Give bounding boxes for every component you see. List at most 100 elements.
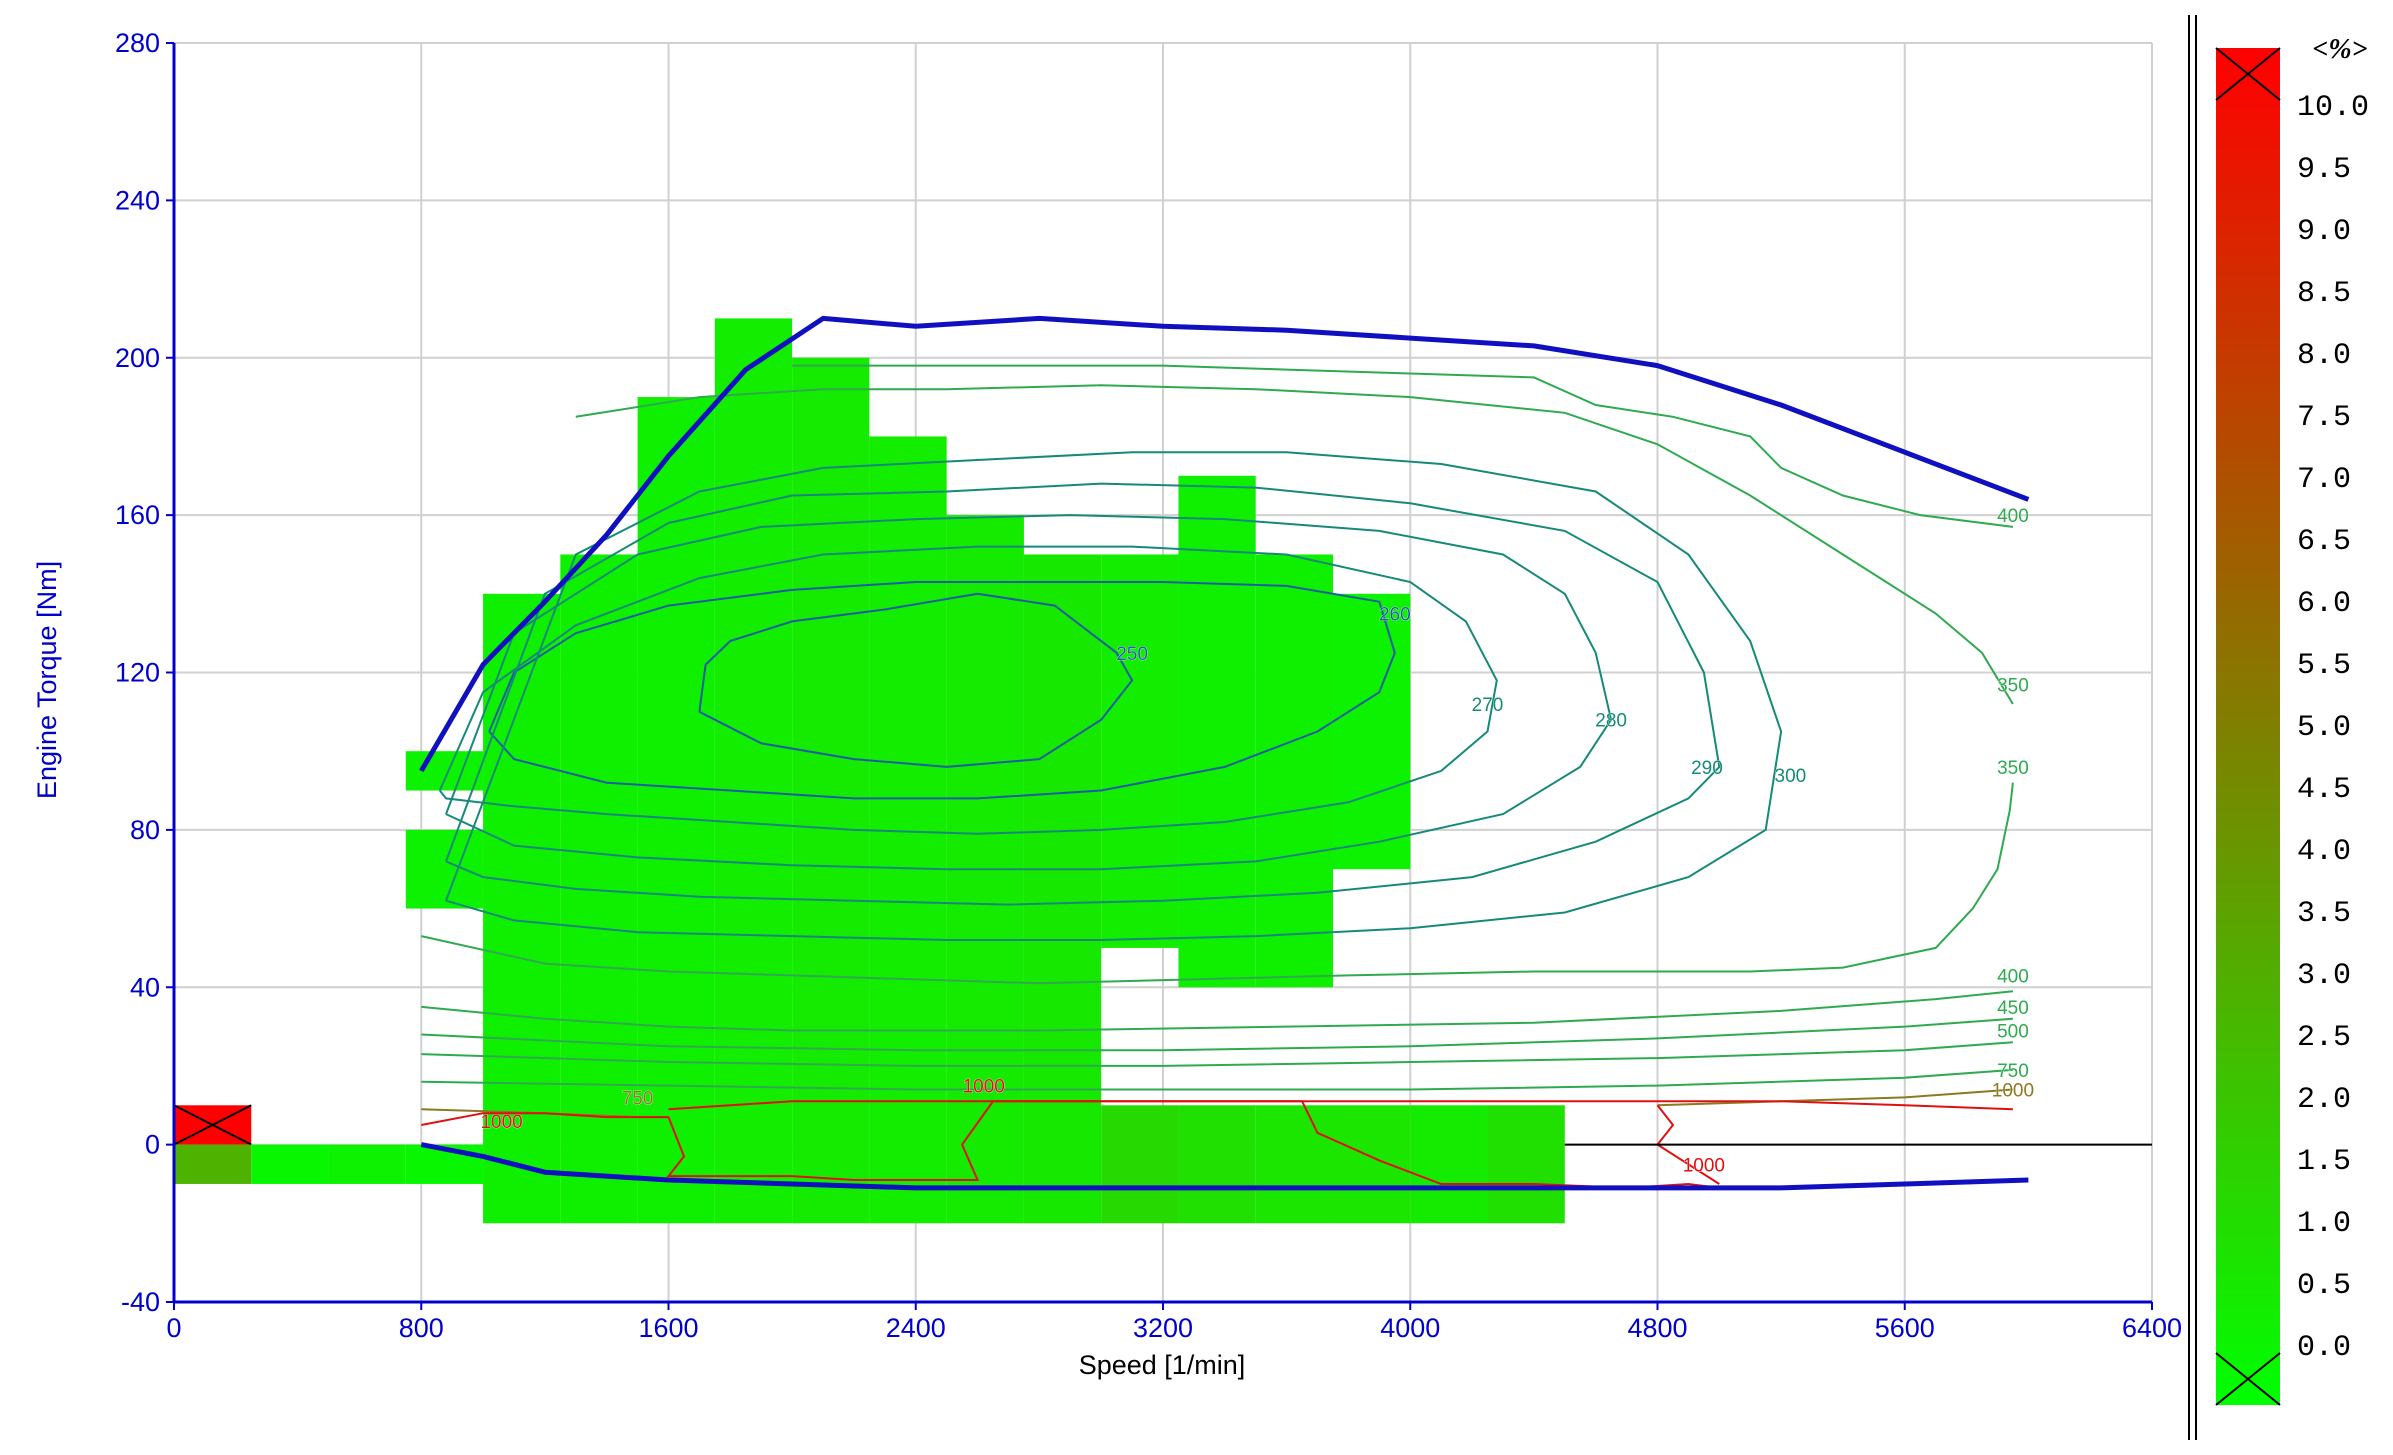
color-scale-label: 7.5 bbox=[2297, 401, 2351, 435]
axes bbox=[166, 42, 2153, 1310]
color-scale-label: 3.5 bbox=[2297, 897, 2351, 931]
y-tick-label: 40 bbox=[130, 972, 160, 1002]
heatmap-cell bbox=[1178, 1105, 1256, 1224]
color-scale-label: 6.5 bbox=[2297, 525, 2351, 559]
contour-line bbox=[445, 451, 1783, 941]
color-scale-label: 6.0 bbox=[2297, 587, 2351, 621]
scale-x-marker bbox=[2215, 1352, 2281, 1406]
x-tick-label: 6400 bbox=[2122, 1313, 2182, 1343]
color-scale-unit: <%> bbox=[2312, 34, 2367, 65]
color-scale-label: 7.0 bbox=[2297, 463, 2351, 497]
color-scale-label: 5.5 bbox=[2297, 649, 2351, 683]
y-tick-label: 160 bbox=[115, 500, 160, 530]
contour-label: 270 bbox=[1472, 695, 1504, 716]
y-tick-label: -40 bbox=[121, 1287, 160, 1317]
contour-line bbox=[488, 581, 1396, 800]
x-tick-label: 5600 bbox=[1875, 1313, 1935, 1343]
boundary-line bbox=[420, 1142, 2029, 1191]
contour-label: 450 bbox=[1997, 998, 2029, 1019]
color-scale-label: 9.0 bbox=[2297, 215, 2351, 249]
y-tick-label: 120 bbox=[115, 658, 160, 688]
contour-label: 350 bbox=[1997, 758, 2029, 779]
boundary-line bbox=[419, 315, 2030, 773]
x-tick-label: 800 bbox=[399, 1313, 444, 1343]
heatmap-cell bbox=[1101, 1105, 1179, 1224]
contour-line bbox=[445, 482, 1721, 906]
boundary-lines bbox=[419, 315, 2152, 1191]
contour-line bbox=[421, 1017, 2013, 1052]
contour-label: 250 bbox=[1116, 644, 1148, 665]
heatmap-cell bbox=[328, 1144, 406, 1184]
y-tick-label: 80 bbox=[130, 815, 160, 845]
heatmap-cell bbox=[1410, 1105, 1488, 1224]
contour-line bbox=[698, 592, 1134, 768]
heatmap-cell bbox=[1332, 1105, 1411, 1224]
contour-line bbox=[575, 384, 2014, 705]
contour-label: 400 bbox=[1997, 506, 2029, 527]
contour-label: 1000 bbox=[1683, 1155, 1725, 1176]
color-scale-label: 4.5 bbox=[2297, 773, 2351, 807]
contour-line bbox=[421, 1068, 2013, 1091]
color-scale-label: 2.0 bbox=[2297, 1083, 2351, 1117]
heatmap-cell bbox=[1101, 554, 1179, 948]
x-tick-label: 3200 bbox=[1133, 1313, 1193, 1343]
color-scale: 10.0 9.5 9.0 8.5 8.0 7.5 7.0 6.5 6.0 5.5 5.0 4.5 4.0… bbox=[2188, 15, 2369, 1440]
contour-line bbox=[421, 1100, 1720, 1189]
contour-line bbox=[1657, 1088, 2013, 1107]
contour-label: 750 bbox=[622, 1088, 654, 1109]
heatmap-cell bbox=[1255, 1105, 1333, 1224]
x-axis-title: Speed [1/min] bbox=[1079, 1350, 1246, 1380]
heatmap-cell bbox=[792, 357, 870, 1224]
contour-label: 300 bbox=[1775, 766, 1807, 787]
color-scale-label: 3.0 bbox=[2297, 959, 2351, 993]
heatmap-cell bbox=[714, 318, 793, 1224]
overflow-marker bbox=[173, 1104, 252, 1146]
y-tick-label: 240 bbox=[115, 185, 160, 215]
color-scale-label: 2.5 bbox=[2297, 1021, 2351, 1055]
color-scale-label: 5.0 bbox=[2297, 711, 2351, 745]
heatmap-cell bbox=[405, 829, 484, 909]
contour-label: 280 bbox=[1595, 711, 1627, 732]
color-scale-bar bbox=[2216, 48, 2280, 1405]
contour-label: 500 bbox=[1997, 1022, 2029, 1043]
heatmap-cell bbox=[1023, 554, 1102, 1224]
contour-line bbox=[445, 514, 1613, 871]
x-tick-label: 1600 bbox=[638, 1313, 698, 1343]
color-scale-label: 8.0 bbox=[2297, 339, 2351, 373]
y-tick-label: 200 bbox=[115, 343, 160, 373]
y-tick-label: 280 bbox=[115, 28, 160, 58]
color-scale-label: 4.0 bbox=[2297, 835, 2351, 869]
contour-label: 290 bbox=[1691, 758, 1723, 779]
contour-label: 750 bbox=[1997, 1061, 2029, 1082]
x-tick-label: 4000 bbox=[1380, 1313, 1440, 1343]
contour-line bbox=[438, 545, 1498, 835]
color-scale-label: 8.5 bbox=[2297, 277, 2351, 311]
contour-label: 1000 bbox=[480, 1112, 522, 1133]
contour-lines: 250 260 270 280 290 300 350 350 400 400 450 500 750 7… bbox=[421, 364, 2034, 1189]
color-scale-label: 10.0 bbox=[2297, 91, 2369, 125]
x-tick-label: 4800 bbox=[1627, 1313, 1687, 1343]
y-axis-title: Engine Torque [Nm] bbox=[32, 561, 62, 799]
heatmap-cell bbox=[1487, 1105, 1565, 1224]
contour-label: 1000 bbox=[963, 1077, 1005, 1098]
contour-line bbox=[421, 782, 2014, 985]
contour-label: 260 bbox=[1379, 604, 1411, 625]
heatmap-cell bbox=[1255, 554, 1333, 988]
color-scale-label: 0.0 bbox=[2297, 1331, 2351, 1365]
contour-label: 1000 bbox=[1992, 1081, 2034, 1102]
contour-label: 400 bbox=[1997, 966, 2029, 987]
scale-x-marker bbox=[2215, 47, 2281, 101]
contour-label: 350 bbox=[1997, 675, 2029, 696]
y-tick-label: 0 bbox=[145, 1130, 160, 1160]
color-scale-label: 1.0 bbox=[2297, 1207, 2351, 1241]
contour-line bbox=[668, 1100, 2013, 1111]
heatmap-cell bbox=[1178, 475, 1256, 988]
contour-line bbox=[792, 364, 2014, 528]
heatmap-cell bbox=[1332, 593, 1411, 870]
color-scale-label: 1.5 bbox=[2297, 1145, 2351, 1179]
contour-line bbox=[421, 990, 2014, 1032]
color-scale-label: 9.5 bbox=[2297, 153, 2351, 187]
heatmap-cell bbox=[251, 1144, 329, 1184]
tick-labels: 0 800 1600 2400 3200 4000 4800 5600 6400-4004080… bbox=[115, 28, 2182, 1343]
color-scale-label: 0.5 bbox=[2297, 1269, 2351, 1303]
